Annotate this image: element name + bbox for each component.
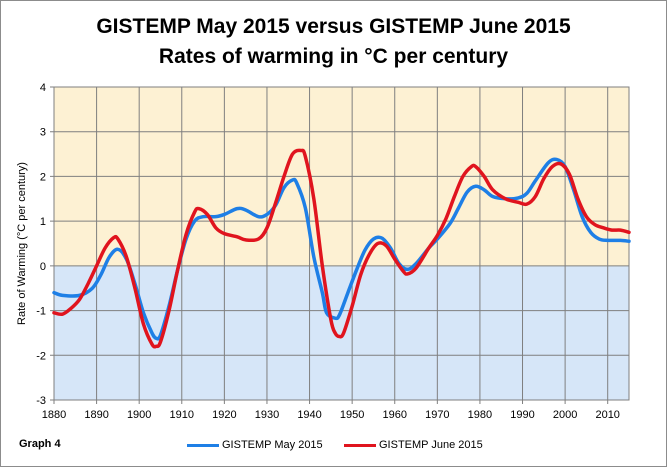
y-tick-label: 0 — [40, 261, 46, 273]
x-tick-label: 1900 — [127, 409, 151, 421]
y-tick-label: -1 — [36, 306, 46, 318]
negative-band — [54, 265, 629, 400]
y-tick-label: 4 — [40, 82, 46, 94]
graph-label: Graph 4 — [19, 438, 61, 450]
y-tick-label: 2 — [40, 171, 46, 183]
y-tick-label: 1 — [40, 216, 46, 228]
legend-entry-june: GISTEMP June 2015 — [344, 438, 483, 452]
x-tick-label: 1970 — [425, 409, 449, 421]
x-tick-label: 1910 — [170, 409, 194, 421]
y-axis-label: Rate of Warming (°C per century) — [16, 162, 28, 325]
legend-swatch-may — [187, 443, 219, 447]
chart-title: GISTEMP May 2015 versus GISTEMP June 201… — [96, 15, 571, 38]
series-line-may — [52, 157, 631, 341]
x-tick-label: 1950 — [340, 409, 364, 421]
vertical-gridlines — [53, 87, 609, 404]
legend-label-june: GISTEMP June 2015 — [379, 439, 483, 451]
x-tick-label: 1990 — [510, 409, 534, 421]
plot-border — [53, 86, 630, 401]
y-tick-labels: -3 -2 -1 0 1 2 3 4 — [36, 82, 46, 407]
legend-label-may: GISTEMP May 2015 — [222, 439, 323, 451]
x-tick-label: 1880 — [42, 409, 66, 421]
x-tick-label: 2010 — [595, 409, 619, 421]
x-tick-label: 1930 — [255, 409, 279, 421]
legend-swatch-june — [344, 443, 376, 447]
legend-entry-may: GISTEMP May 2015 — [187, 438, 323, 452]
x-tick-label: 1920 — [212, 409, 236, 421]
x-tick-labels: 1880 1890 1900 1910 1920 1930 1940 1950 1960 1970… — [42, 409, 620, 421]
chart-subtitle: Rates of warming in °C per century — [158, 45, 509, 68]
y-tick-label: -3 — [36, 395, 46, 407]
y-tick-label: 3 — [40, 127, 46, 139]
y-tick-label: -2 — [36, 350, 46, 362]
x-tick-label: 1980 — [468, 409, 492, 421]
x-tick-label: 1940 — [297, 409, 321, 421]
x-tick-label: 2000 — [553, 409, 577, 421]
x-tick-label: 1960 — [382, 409, 406, 421]
x-tick-label: 1890 — [84, 409, 108, 421]
series-line-june — [52, 148, 631, 349]
